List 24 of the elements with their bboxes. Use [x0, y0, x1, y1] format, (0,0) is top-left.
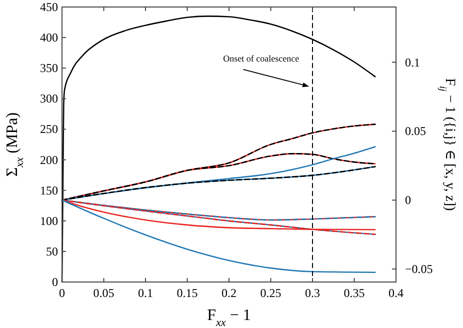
y-tick-label: 250	[40, 122, 58, 136]
y-tick-label: 300	[40, 92, 58, 106]
y2-tick-label: 0	[405, 193, 411, 208]
y-tick-label: 450	[40, 0, 58, 14]
y-tick-label: 150	[40, 183, 58, 198]
x-tick-label: 0.35	[344, 286, 365, 300]
y-tick-label: 350	[40, 61, 58, 76]
x-axis-title: F$_{xx}$ − 1	[207, 307, 251, 328]
annotation: Onset of coalescence	[223, 53, 300, 64]
x-tick-label: 0.2	[222, 286, 236, 300]
y-tick-label: 0	[52, 275, 58, 289]
y2-tick-label: 0.1	[405, 55, 420, 70]
x-tick-label: 0.1	[138, 286, 153, 300]
y-tick-label: 200	[40, 152, 58, 167]
y2-tick-label: 0.05	[405, 124, 426, 138]
x-tick-label: 0.3	[305, 286, 320, 300]
y2-tick-label: −0.05	[405, 262, 433, 276]
x-tick-label: 0.25	[260, 286, 282, 300]
y-tick-label: 400	[40, 30, 58, 45]
y-tick-label: 50	[46, 244, 58, 258]
y-tick-label: 100	[40, 214, 58, 228]
x-tick-label: 0.05	[93, 286, 114, 300]
x-tick-label: 0.15	[176, 286, 198, 300]
x-tick-label: 0.4	[388, 286, 404, 300]
